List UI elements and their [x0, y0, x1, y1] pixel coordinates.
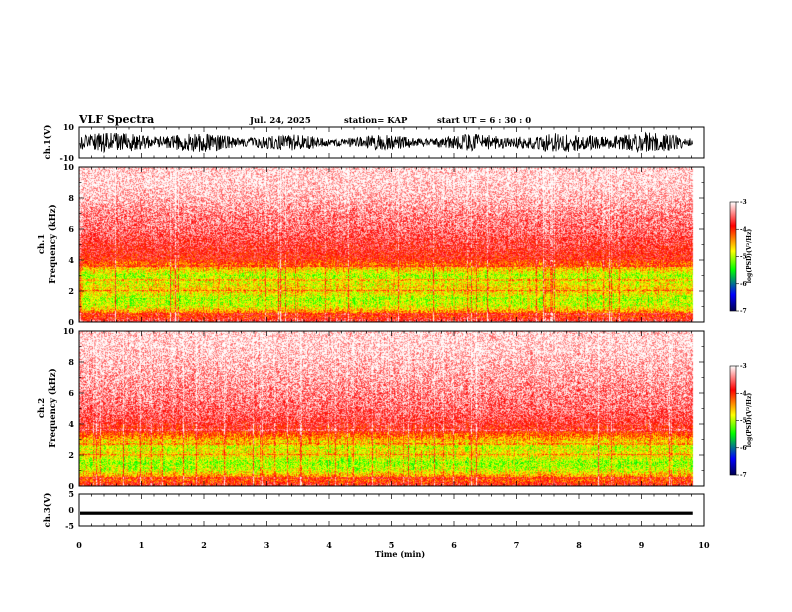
colorbar-ch2-scale: [729, 365, 737, 476]
ch3-ytick-mid: 0: [68, 505, 74, 515]
frequency-tick-label: 4: [68, 255, 74, 265]
time-axis-tick-labels: 0 1 2 3 4 5 6 7 8 9 10: [76, 540, 710, 550]
frequency-tick-label: 8: [68, 357, 74, 367]
ch2-spec-ylabel-channel: ch.2: [37, 398, 47, 418]
colorbar-tick-label: -4: [740, 226, 747, 233]
frequency-tick-label: 0: [68, 317, 74, 327]
colorbar-tick-label: -3: [740, 199, 747, 206]
frequency-tick-label: 6: [68, 224, 74, 234]
ch3-time-ticks: [78, 494, 705, 526]
time-tick-label: 6: [451, 540, 457, 550]
colorbar-ch2-label: log(PSD)(V²/Hz): [746, 393, 753, 448]
colorbar-ch1: -3 -4 -5 -6 -7 log(PSD)(V²/Hz): [729, 199, 753, 315]
time-tick-label: 3: [264, 540, 270, 550]
ch2-spec-ylabel-frequency: Frequency (kHz): [47, 368, 58, 447]
ch1-spec-time-ticks: [78, 167, 705, 322]
time-tick-label: 0: [76, 540, 82, 550]
colorbar-tick-label: -4: [740, 390, 747, 397]
time-tick-label: 1: [139, 540, 145, 550]
time-tick-label: 10: [698, 540, 710, 550]
frequency-tick-label: 4: [68, 419, 74, 429]
ch3-ylabel: ch.3(V): [42, 493, 53, 528]
figure-title: VLF Spectra: [78, 113, 154, 126]
ch3-waveform-panel: 5 0 -5 ch.3(V): [42, 489, 705, 531]
time-axis-label: Time (min): [375, 549, 425, 559]
ch1-spectrogram-image: [79, 167, 704, 322]
colorbar-ch1-scale: [729, 201, 737, 312]
time-tick-label: 8: [576, 540, 582, 550]
frequency-tick-label: 6: [68, 388, 74, 398]
ch1-ytick-top: 10: [63, 122, 75, 132]
colorbar-ch1-label: log(PSD)(V²/Hz): [746, 229, 753, 284]
ch3-ytick-bottom: -5: [65, 521, 74, 531]
start-time-label: start UT = 6 : 30 : 0: [437, 116, 531, 126]
frequency-tick-label: 2: [68, 286, 74, 296]
time-tick-label: 7: [514, 540, 520, 550]
frequency-tick-label: 10: [63, 162, 75, 172]
ch1-spec-ylabel-frequency: Frequency (kHz): [47, 204, 58, 283]
colorbar-tick-label: -6: [740, 445, 747, 452]
ch1-ytick-bottom: -10: [60, 153, 75, 163]
frequency-tick-label: 0: [68, 481, 74, 491]
ch1-spec-ylabel-channel: ch.1: [37, 234, 47, 254]
colorbar-tick-label: -3: [740, 363, 747, 370]
ch2-frequency-ticks: 10 8 6 4 2 0: [63, 326, 704, 491]
colorbar-ch2-ticks: -3 -4 -5 -6 -7: [736, 363, 747, 479]
ch2-spectrogram-image: [79, 331, 704, 486]
time-tick-label: 9: [639, 540, 645, 550]
colorbar-tick-label: -7: [740, 308, 747, 315]
time-tick-label: 5: [389, 540, 395, 550]
ch2-spectrogram-panel: 10 8 6 4 2 0 ch.2 Frequency (kHz): [37, 326, 705, 491]
ch1-waveform-trace: [79, 131, 693, 154]
station-label: station= KAP: [344, 116, 408, 126]
ch1-frequency-ticks: 10 8 6 4 2 0: [63, 162, 704, 327]
date-label: Jul. 24, 2025: [249, 116, 311, 126]
colorbar-tick-label: -7: [740, 472, 747, 479]
ch1-time-ticks: [78, 127, 705, 158]
colorbar-tick-label: -5: [740, 418, 747, 425]
ch3-ytick-top: 5: [68, 489, 74, 499]
time-tick-label: 2: [201, 540, 207, 550]
colorbar-ch1-ticks: -3 -4 -5 -6 -7: [736, 199, 747, 315]
colorbar-ch2: -3 -4 -5 -6 -7 log(PSD)(V²/Hz): [729, 363, 753, 479]
ch1-spectrogram-panel: 10 8 6 4 2 0 ch.1 Frequency (kHz): [37, 162, 705, 327]
colorbar-tick-label: -6: [740, 281, 747, 288]
ch3-waveform-band: [80, 511, 693, 515]
frequency-tick-label: 10: [63, 326, 75, 336]
frequency-tick-label: 2: [68, 450, 74, 460]
ch2-spec-time-ticks: [78, 331, 705, 486]
ch1-waveform-panel: 10 -10 ch.1(V): [42, 122, 705, 163]
time-tick-label: 4: [326, 540, 332, 550]
colorbar-tick-label: -5: [740, 254, 747, 261]
ch1-ylabel: ch.1(V): [42, 125, 53, 160]
frequency-tick-label: 8: [68, 193, 74, 203]
